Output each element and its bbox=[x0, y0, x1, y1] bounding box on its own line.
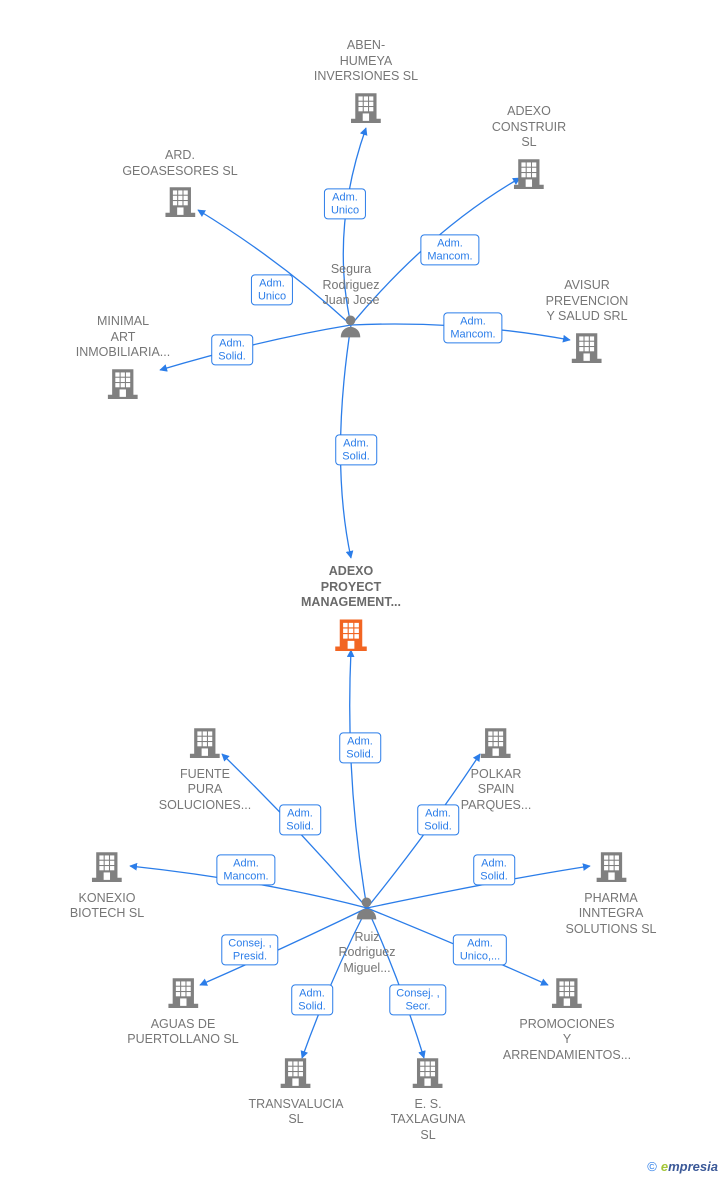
building-icon bbox=[512, 155, 546, 194]
edge-label: Consej. ,Presid. bbox=[221, 934, 278, 965]
central-company-node[interactable]: ADEXOPROYECTMANAGEMENT... bbox=[301, 564, 401, 656]
company-node-avisur[interactable]: AVISURPREVENCIONY SALUD SRL bbox=[546, 278, 629, 368]
person-icon bbox=[338, 313, 364, 344]
edge-line bbox=[350, 650, 367, 908]
company-label: TRANSVALUCIASL bbox=[249, 1097, 344, 1128]
edge-label: Adm.Unico,... bbox=[453, 934, 507, 965]
company-label: PHARMAINNTEGRASOLUTIONS SL bbox=[566, 891, 657, 938]
building-highlight-icon bbox=[333, 615, 369, 656]
person-node-ruiz[interactable]: RuizRodriguezMiguel... bbox=[339, 895, 396, 977]
copyright: ©empresia bbox=[647, 1159, 718, 1174]
building-icon bbox=[163, 183, 197, 222]
person-icon bbox=[354, 895, 380, 926]
company-label: E. S.TAXLAGUNASL bbox=[391, 1097, 466, 1144]
building-icon bbox=[349, 89, 383, 128]
company-node-transv[interactable]: TRANSVALUCIASL bbox=[249, 1054, 344, 1128]
company-node-taxlag[interactable]: E. S.TAXLAGUNASL bbox=[391, 1054, 466, 1144]
company-node-aguas[interactable]: AGUAS DEPUERTOLLANO SL bbox=[127, 974, 238, 1048]
company-label: PROMOCIONESYARRENDAMIENTOS... bbox=[503, 1017, 631, 1064]
company-node-fuente[interactable]: FUENTEPURASOLUCIONES... bbox=[159, 724, 251, 814]
edge-label: Consej. ,Secr. bbox=[389, 984, 446, 1015]
company-label: AVISURPREVENCIONY SALUD SRL bbox=[546, 278, 629, 325]
company-node-ard[interactable]: ARD.GEOASESORES SL bbox=[122, 148, 237, 222]
building-icon bbox=[411, 1054, 445, 1093]
person-label: RuizRodriguezMiguel... bbox=[339, 930, 396, 977]
building-icon bbox=[90, 848, 124, 887]
company-node-minimal[interactable]: MINIMALARTINMOBILIARIA... bbox=[76, 314, 170, 404]
edge-label: Adm.Solid. bbox=[291, 984, 333, 1015]
company-node-adexo_c[interactable]: ADEXOCONSTRUIRSL bbox=[492, 104, 566, 194]
edge-label: Adm.Solid. bbox=[339, 732, 381, 763]
company-node-promo[interactable]: PROMOCIONESYARRENDAMIENTOS... bbox=[503, 974, 631, 1064]
company-node-polkar[interactable]: POLKARSPAINPARQUES... bbox=[461, 724, 532, 814]
building-icon bbox=[166, 974, 200, 1013]
edge-label: Adm.Unico bbox=[324, 188, 366, 219]
company-label: MINIMALARTINMOBILIARIA... bbox=[76, 314, 170, 361]
company-label: ADEXOCONSTRUIRSL bbox=[492, 104, 566, 151]
building-icon bbox=[106, 365, 140, 404]
edge-label: Adm.Unico bbox=[251, 274, 293, 305]
brand-rest: mpresia bbox=[668, 1159, 718, 1174]
edge-label: Adm.Mancom. bbox=[420, 234, 479, 265]
company-label: POLKARSPAINPARQUES... bbox=[461, 767, 532, 814]
edge-label: Adm.Solid. bbox=[473, 854, 515, 885]
copyright-symbol: © bbox=[647, 1159, 657, 1174]
edge-label: Adm.Mancom. bbox=[443, 312, 502, 343]
company-node-pharma[interactable]: PHARMAINNTEGRASOLUTIONS SL bbox=[566, 848, 657, 938]
company-label: ABEN-HUMEYAINVERSIONES SL bbox=[314, 38, 418, 85]
building-icon bbox=[570, 329, 604, 368]
company-label: KONEXIOBIOTECH SL bbox=[70, 891, 144, 922]
company-label: AGUAS DEPUERTOLLANO SL bbox=[127, 1017, 238, 1048]
building-icon bbox=[550, 974, 584, 1013]
building-icon bbox=[479, 724, 513, 763]
edge-label: Adm.Solid. bbox=[279, 804, 321, 835]
edge-label: Adm.Mancom. bbox=[216, 854, 275, 885]
company-node-konexio[interactable]: KONEXIOBIOTECH SL bbox=[70, 848, 144, 922]
central-company-label: ADEXOPROYECTMANAGEMENT... bbox=[301, 564, 401, 611]
person-label: SeguraRodriguezJuan Jose bbox=[323, 262, 380, 309]
building-icon bbox=[188, 724, 222, 763]
building-icon bbox=[279, 1054, 313, 1093]
company-label: ARD.GEOASESORES SL bbox=[122, 148, 237, 179]
company-node-aben[interactable]: ABEN-HUMEYAINVERSIONES SL bbox=[314, 38, 418, 128]
edge-label: Adm.Solid. bbox=[211, 334, 253, 365]
company-label: FUENTEPURASOLUCIONES... bbox=[159, 767, 251, 814]
edge-label: Adm.Solid. bbox=[335, 434, 377, 465]
edge-label: Adm.Solid. bbox=[417, 804, 459, 835]
person-node-segura[interactable]: SeguraRodriguezJuan Jose bbox=[323, 262, 380, 344]
building-icon bbox=[594, 848, 628, 887]
